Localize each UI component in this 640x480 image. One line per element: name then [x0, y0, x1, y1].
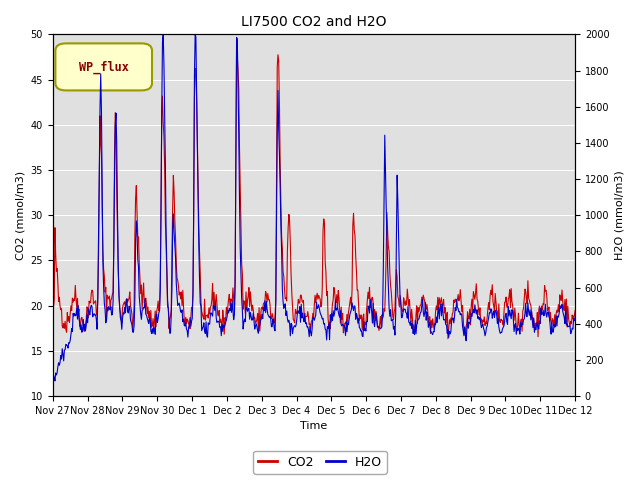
X-axis label: Time: Time [300, 421, 328, 432]
Legend: CO2, H2O: CO2, H2O [253, 451, 387, 474]
FancyBboxPatch shape [56, 43, 152, 90]
Title: LI7500 CO2 and H2O: LI7500 CO2 and H2O [241, 15, 387, 29]
Y-axis label: CO2 (mmol/m3): CO2 (mmol/m3) [15, 171, 25, 260]
Y-axis label: H2O (mmol/m3): H2O (mmol/m3) [615, 170, 625, 260]
Text: WP_flux: WP_flux [79, 60, 129, 73]
